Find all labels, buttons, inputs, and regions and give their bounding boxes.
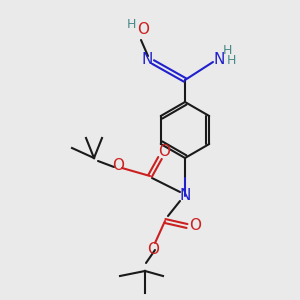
Text: N: N [213, 52, 225, 67]
Text: N: N [179, 188, 191, 203]
Text: O: O [137, 22, 149, 38]
Text: O: O [158, 145, 170, 160]
Text: H: H [126, 17, 136, 31]
Text: O: O [147, 242, 159, 257]
Text: O: O [112, 158, 124, 173]
Text: O: O [189, 218, 201, 233]
Text: N: N [141, 52, 153, 67]
Text: H: H [226, 53, 236, 67]
Text: H: H [222, 44, 232, 56]
